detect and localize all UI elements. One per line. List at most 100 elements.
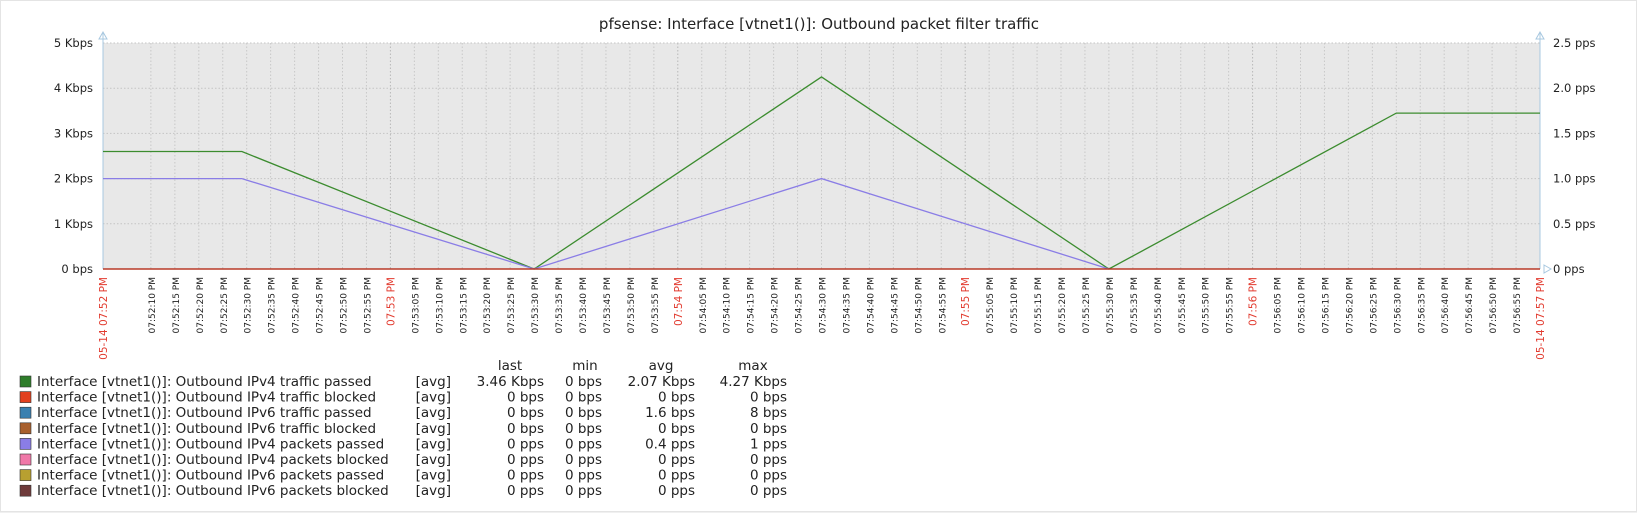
legend-func: [avg] <box>416 421 451 437</box>
legend-min: 0 pps <box>565 436 602 452</box>
legend-last: 0 pps <box>507 468 544 484</box>
x-tick-label: 07:53:20 PM <box>483 277 493 333</box>
x-tick-label: 07:54:55 PM <box>938 277 948 333</box>
legend-swatch <box>19 438 32 450</box>
x-tick-label: 07:53:10 PM <box>435 277 445 333</box>
legend-avg: 0 pps <box>658 483 695 499</box>
legend-label: Interface [vtnet1()]: Outbound IPv4 pack… <box>37 436 384 452</box>
legend-avg: 0 pps <box>658 468 695 484</box>
x-tick-label: 07:53:30 PM <box>531 277 541 333</box>
x-tick-label: 05-14 07:57 PM <box>1535 277 1547 360</box>
legend-label: Interface [vtnet1()]: Outbound IPv4 pack… <box>37 452 389 468</box>
legend-label: Interface [vtnet1()]: Outbound IPv6 pack… <box>37 483 389 499</box>
legend-swatch <box>19 453 32 466</box>
x-tick-label: 07:56:45 PM <box>1465 277 1475 333</box>
x-tick-label: 07:54:45 PM <box>890 277 900 333</box>
x-tick-label: 07:52:35 PM <box>268 277 278 333</box>
x-tick-label: 07:56:20 PM <box>1345 277 1355 333</box>
legend-swatch <box>19 484 32 497</box>
x-tick-label: 07:53:40 PM <box>579 277 589 333</box>
x-tick-label: 07:53:50 PM <box>627 277 637 333</box>
legend-last: 0 bps <box>507 390 544 406</box>
x-tick-label: 07:54:15 PM <box>747 277 757 333</box>
x-tick-label: 07:56:05 PM <box>1274 277 1284 333</box>
series-line-1 <box>103 76 1540 270</box>
x-tick-label: 05-14 07:52 PM <box>98 277 110 360</box>
x-tick-label: 07:52:25 PM <box>220 277 230 333</box>
y-right-tick-label: 0 pps <box>1553 262 1585 276</box>
legend-label: Interface [vtnet1()]: Outbound IPv4 traf… <box>37 374 372 390</box>
x-tick-label: 07:55:20 PM <box>1058 277 1068 333</box>
x-tick-label: 07:53 PM <box>385 277 397 326</box>
legend-header-max: max <box>738 358 767 374</box>
x-tick-label: 07:56:25 PM <box>1369 277 1379 333</box>
y-left-tick-label: 0 bps <box>61 262 93 276</box>
x-tick-label: 07:55:40 PM <box>1154 277 1164 333</box>
legend-avg: 0.4 pps <box>645 436 695 452</box>
legend-last: 0 bps <box>507 421 544 437</box>
x-tick-label: 07:56:15 PM <box>1321 277 1331 333</box>
x-tick-label: 07:54:05 PM <box>699 277 709 333</box>
x-tick-label: 07:52:30 PM <box>244 277 254 333</box>
legend-header-last: last <box>498 358 522 374</box>
x-tick-label: 07:53:35 PM <box>555 277 565 333</box>
legend-avg: 0 pps <box>658 452 695 468</box>
y-right-tick-label: 2.0 pps <box>1553 81 1596 95</box>
y-left-tick-label: 5 Kbps <box>54 36 93 50</box>
legend-swatch <box>19 422 32 435</box>
legend-min: 0 bps <box>565 421 602 437</box>
y-axis-left-arrow <box>98 30 108 40</box>
legend-max: 0 pps <box>750 452 787 468</box>
y-right-tick-label: 0.5 pps <box>1553 217 1596 231</box>
y-left-tick-label: 4 Kbps <box>54 81 93 95</box>
x-tick-label: 07:54:25 PM <box>795 277 805 333</box>
legend-min: 0 bps <box>565 405 602 421</box>
y-axis-right-arrow <box>1535 30 1545 40</box>
legend-max: 8 bps <box>750 405 787 421</box>
legend-func: [avg] <box>416 405 451 421</box>
x-tick-label: 07:52:45 PM <box>316 277 326 333</box>
y-left-tick-label: 1 Kbps <box>54 217 93 231</box>
y-left-tick-label: 2 Kbps <box>54 172 93 186</box>
x-tick-label: 07:55 PM <box>960 277 972 326</box>
x-tick-label: 07:55:30 PM <box>1106 277 1116 333</box>
legend-swatch <box>19 406 32 419</box>
legend-label: Interface [vtnet1()]: Outbound IPv6 traf… <box>37 405 372 421</box>
x-tick-label: 07:55:10 PM <box>1010 277 1020 333</box>
legend-last: 3.46 Kbps <box>477 374 544 390</box>
legend-avg: 2.07 Kbps <box>628 374 695 390</box>
legend-max: 0 bps <box>750 421 787 437</box>
x-tick-label: 07:53:15 PM <box>459 277 469 333</box>
legend-swatch <box>19 375 32 388</box>
legend-func: [avg] <box>416 452 451 468</box>
x-tick-label: 07:54:10 PM <box>723 277 733 333</box>
x-tick-label: 07:54 PM <box>673 277 685 326</box>
x-tick-label: 07:55:25 PM <box>1082 277 1092 333</box>
x-tick-label: 07:52:20 PM <box>196 277 206 333</box>
legend-min: 0 bps <box>565 390 602 406</box>
x-tick-label: 07:52:10 PM <box>148 277 158 333</box>
x-tick-label: 07:53:05 PM <box>411 277 421 333</box>
legend-max: 4.27 Kbps <box>720 374 787 390</box>
x-tick-label: 07:56:35 PM <box>1417 277 1427 333</box>
x-tick-label: 07:55:35 PM <box>1130 277 1140 333</box>
y-right-tick-label: 1.5 pps <box>1553 126 1596 140</box>
legend-func: [avg] <box>416 468 451 484</box>
x-tick-label: 07:53:25 PM <box>507 277 517 333</box>
legend-max: 0 bps <box>750 390 787 406</box>
x-tick-label: 07:53:45 PM <box>603 277 613 333</box>
legend-last: 0 pps <box>507 436 544 452</box>
x-tick-label: 07:52:50 PM <box>340 277 350 333</box>
legend-header-min: min <box>572 358 597 374</box>
x-tick-label: 07:54:40 PM <box>866 277 876 333</box>
legend-min: 0 pps <box>565 483 602 499</box>
legend-min: 0 pps <box>565 468 602 484</box>
legend-func: [avg] <box>416 483 451 499</box>
legend-label: Interface [vtnet1()]: Outbound IPv6 traf… <box>37 421 376 437</box>
legend-min: 0 pps <box>565 452 602 468</box>
x-tick-label: 07:54:35 PM <box>842 277 852 333</box>
chart-title: pfsense: Interface [vtnet1()]: Outbound … <box>599 15 1039 33</box>
x-tick-label: 07:54:20 PM <box>771 277 781 333</box>
legend-last: 0 pps <box>507 483 544 499</box>
